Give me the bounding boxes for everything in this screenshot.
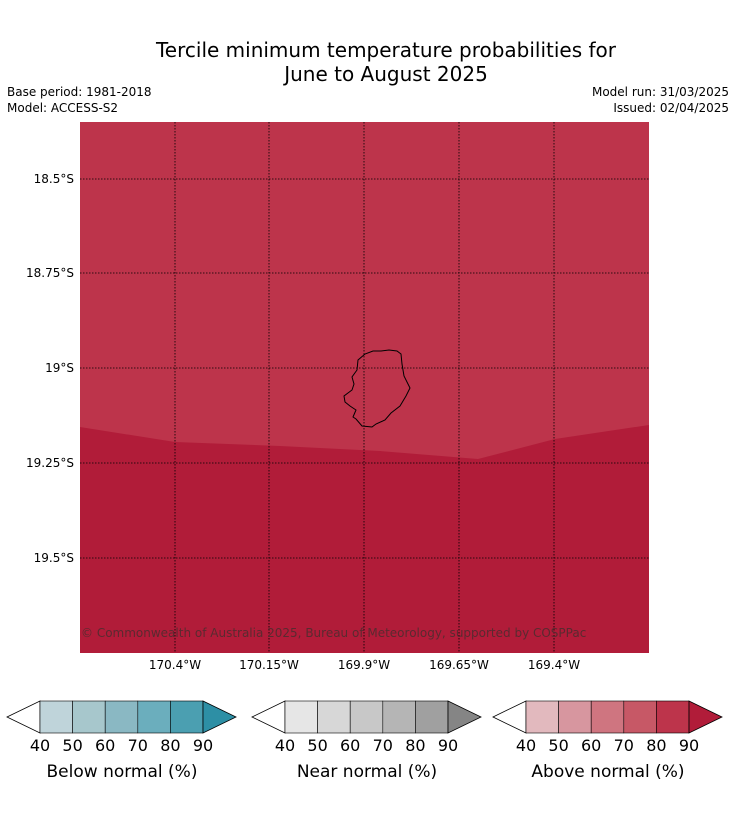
- colorbar-segment: [72, 700, 106, 734]
- colorbar-tick-label: 70: [372, 736, 393, 755]
- title-line-2: June to August 2025: [284, 62, 488, 86]
- legend-below-normal: 40 50 60 70 80 90 Below normal (%): [6, 700, 238, 782]
- colorbar-segment: [104, 700, 139, 734]
- colorbar-tick-label: 60: [340, 736, 361, 755]
- legend-ticks: 40 50 60 70 80 90: [251, 736, 483, 756]
- colorbar-tick-label: 40: [515, 736, 537, 755]
- colorbar-tick-label: 90: [437, 736, 459, 755]
- colorbar-tick-label: 60: [581, 736, 602, 755]
- base-period: Base period: 1981-2018: [7, 85, 152, 99]
- lat-label: 18.75°S: [26, 266, 74, 280]
- legend-above-normal: 40 50 60 70 80 90 Above normal (%): [492, 700, 724, 782]
- legend-caption: Below normal (%): [46, 762, 198, 782]
- model-name: Model: ACCESS-S2: [7, 101, 119, 115]
- colorbar-arrow-high: [688, 700, 723, 734]
- map-area[interactable]: [80, 122, 649, 653]
- colorbar-tick-label: 40: [29, 736, 51, 755]
- legend-ticks: 40 50 60 70 80 90: [6, 736, 238, 756]
- colorbar-segment: [317, 700, 351, 734]
- colorbar-segment: [525, 700, 559, 734]
- lat-label: 19.25°S: [26, 456, 74, 470]
- title-line-1: Tercile minimum temperature probabilitie…: [155, 38, 617, 62]
- colorbar-segment: [590, 700, 625, 734]
- colorbar-tick-label: 70: [613, 736, 634, 755]
- colorbar-tick-label: 80: [160, 736, 181, 755]
- colorbar-segment: [623, 700, 657, 734]
- colorbar-tick-label: 50: [548, 736, 569, 755]
- model-run: Model run: 31/03/2025: [591, 85, 729, 99]
- lon-label: 169.9°W: [337, 658, 391, 672]
- colorbar-arrow-high: [202, 700, 237, 734]
- chart-title: Tercile minimum temperature probabilitie…: [0, 38, 736, 86]
- colorbar-arrow-high: [447, 700, 482, 734]
- legend-near-normal: 40 50 60 70 80 90 Near normal (%): [251, 700, 483, 782]
- colorbar-segment: [137, 700, 171, 734]
- colorbar-arrow-low: [6, 700, 41, 734]
- lon-label: 170.15°W: [239, 658, 299, 672]
- lon-label: 169.4°W: [527, 658, 581, 672]
- colorbar-segment: [382, 700, 416, 734]
- legend-caption: Above normal (%): [531, 762, 685, 782]
- colorbar-tick-label: 80: [405, 736, 426, 755]
- colorbar-tick-label: 50: [307, 736, 328, 755]
- issued-date: Issued: 02/04/2025: [613, 101, 729, 115]
- colorbar-segment: [39, 700, 73, 734]
- legend-colorbar: [492, 700, 723, 734]
- colorbar-segment: [284, 700, 318, 734]
- region-above-90: [80, 425, 649, 653]
- map-canvas[interactable]: [80, 122, 649, 653]
- colorbar-tick-label: 90: [192, 736, 214, 755]
- legend-colorbar: [6, 700, 237, 734]
- lon-label: 170.4°W: [148, 658, 202, 672]
- meta-left: Base period: 1981-2018 Model: ACCESS-S2: [7, 84, 152, 116]
- legend-ticks: 40 50 60 70 80 90: [492, 736, 724, 756]
- colorbar-tick-label: 60: [95, 736, 116, 755]
- colorbar-segment: [415, 700, 449, 734]
- colorbar-tick-label: 90: [678, 736, 700, 755]
- colorbar-segment: [170, 700, 204, 734]
- meta-right: Model run: 31/03/2025 Issued: 02/04/2025: [592, 84, 729, 116]
- legend-colorbar: [251, 700, 482, 734]
- colorbar-tick-label: 80: [646, 736, 667, 755]
- island-coastline: [343, 349, 411, 428]
- legend-caption: Near normal (%): [296, 762, 438, 782]
- colorbar-arrow-low: [251, 700, 286, 734]
- lat-label: 19.5°S: [33, 551, 74, 565]
- lat-label: 18.5°S: [33, 172, 74, 186]
- lat-label: 19°S: [45, 361, 74, 375]
- lon-label: 169.65°W: [429, 658, 489, 672]
- colorbar-arrow-low: [492, 700, 527, 734]
- colorbar-segment: [558, 700, 592, 734]
- copyright-notice: © Commonwealth of Australia 2025, Bureau…: [81, 626, 587, 640]
- colorbar-tick-label: 70: [127, 736, 148, 755]
- colorbar-segment: [349, 700, 384, 734]
- colorbar-tick-label: 40: [274, 736, 296, 755]
- graticule: [80, 122, 649, 653]
- colorbar-tick-label: 50: [62, 736, 83, 755]
- colorbar-segment: [656, 700, 690, 734]
